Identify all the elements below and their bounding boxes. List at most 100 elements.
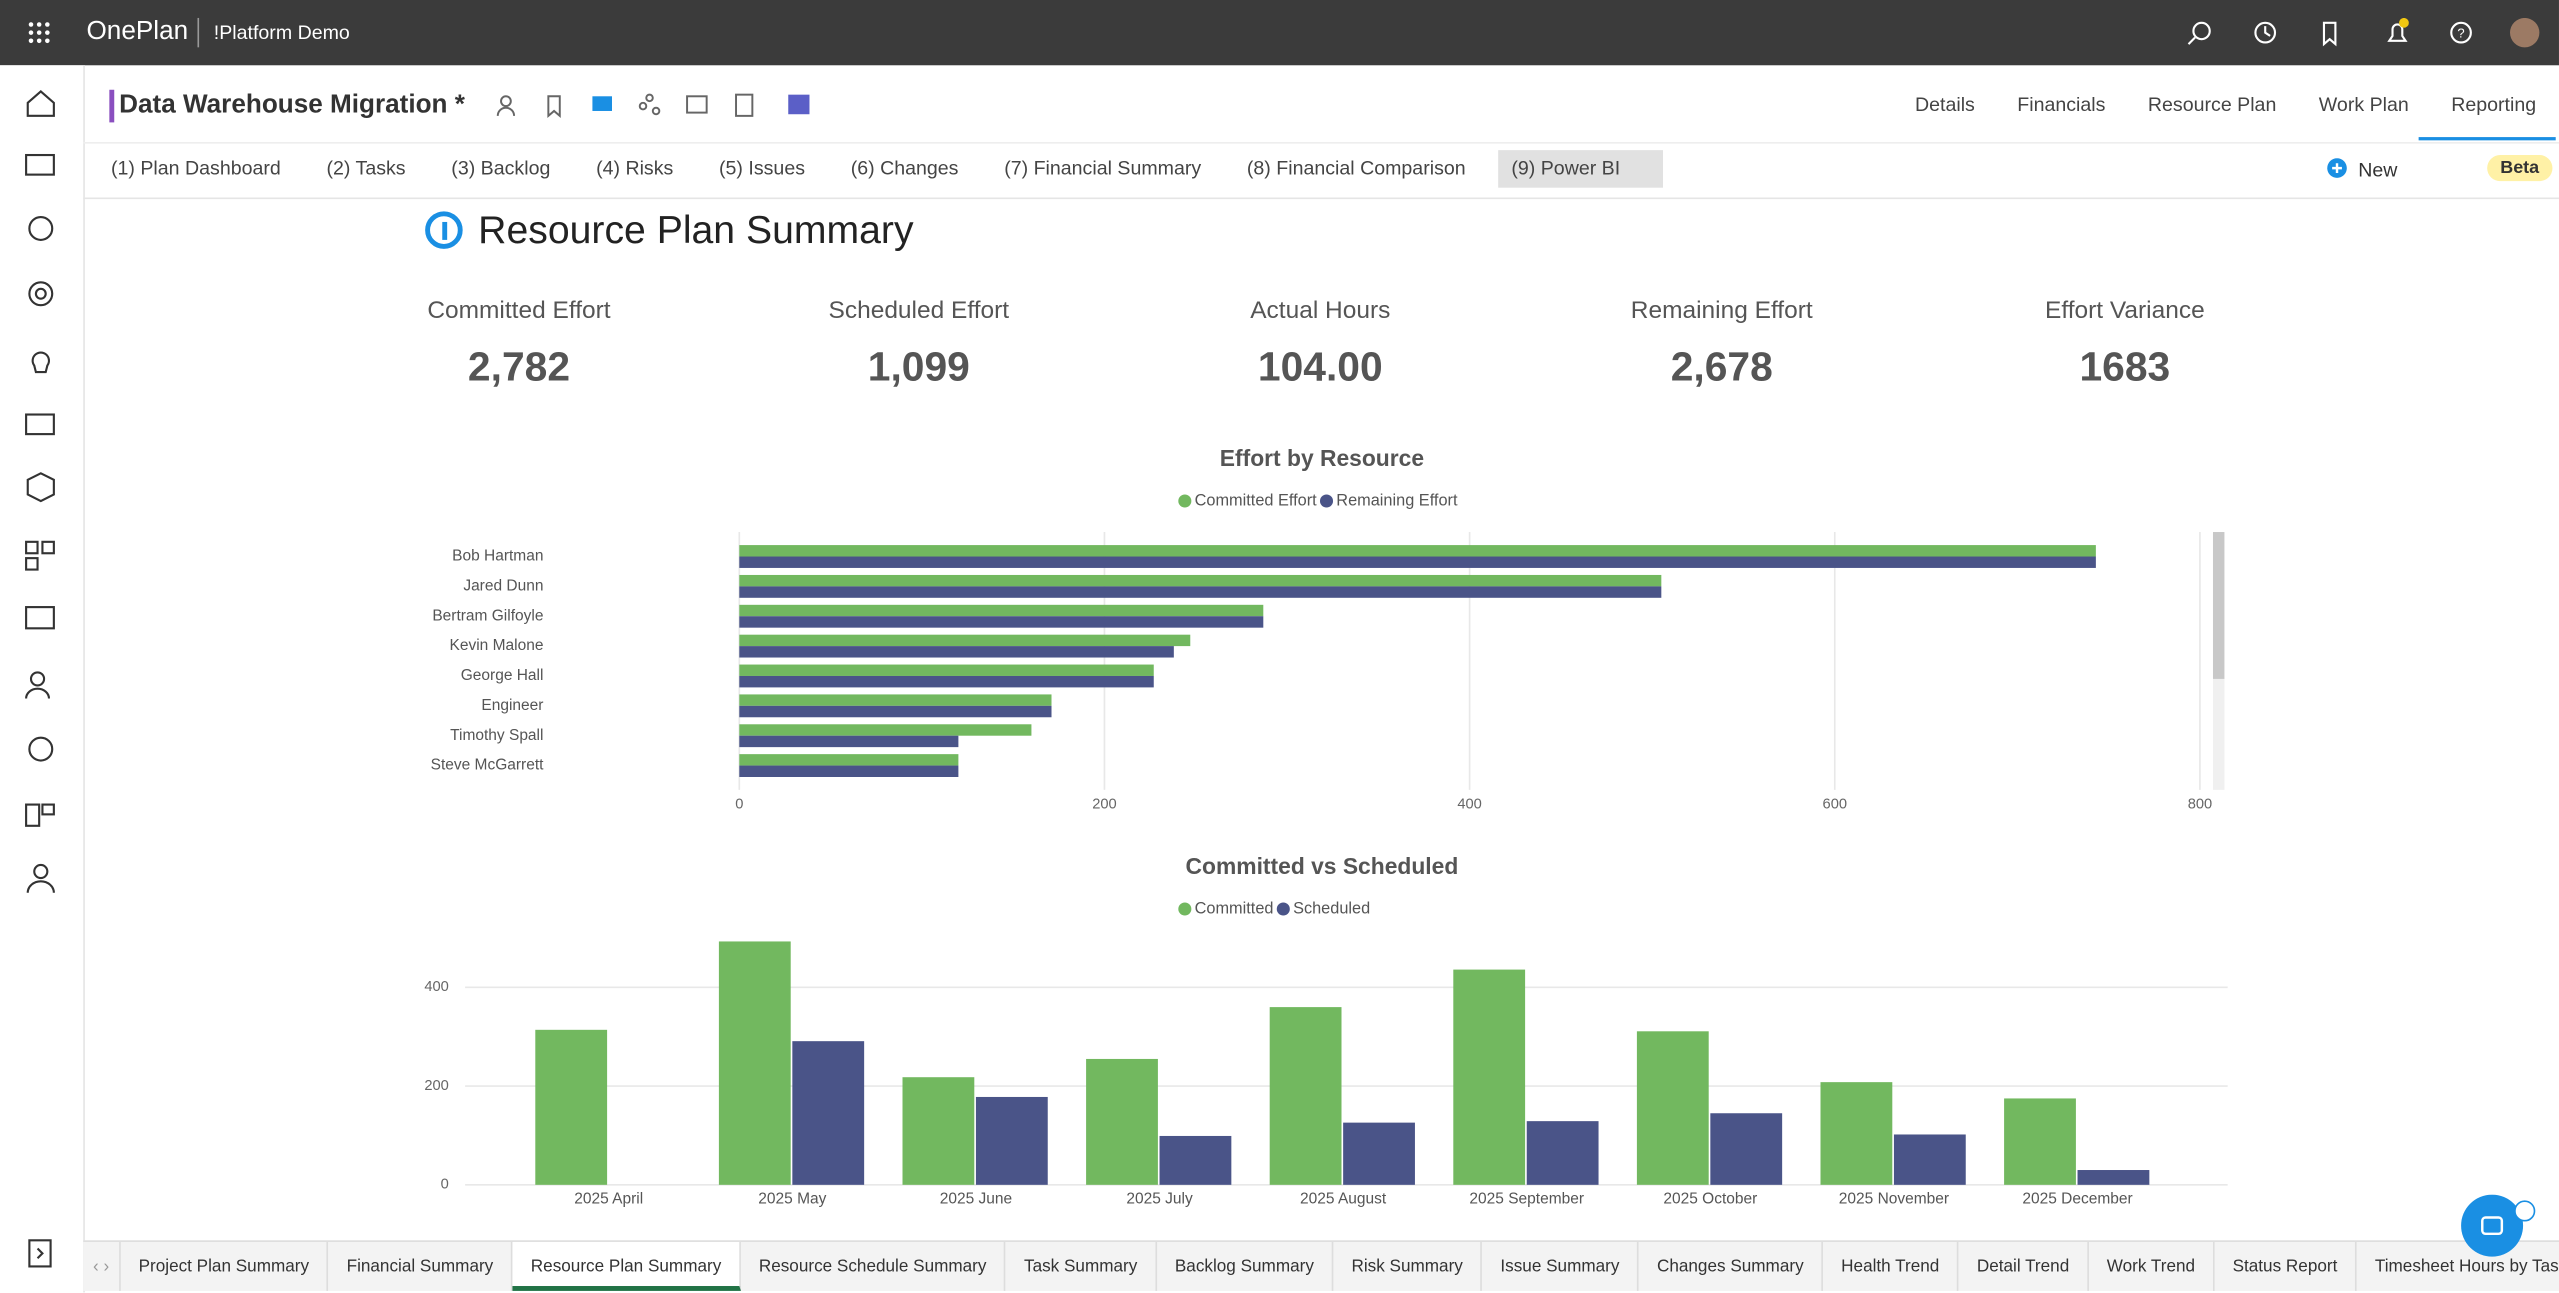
y-tick-label: Bob Hartman bbox=[452, 548, 543, 565]
bar bbox=[739, 754, 959, 766]
legend-label[interactable]: Committed bbox=[1195, 899, 1274, 917]
separator bbox=[197, 17, 200, 48]
x-tick-label: 2025 April bbox=[574, 1191, 643, 1208]
bottom-tab[interactable]: Timesheet Hours by Task bbox=[2357, 1242, 2559, 1291]
bar bbox=[739, 545, 2096, 557]
y-tick-label: George Hall bbox=[461, 667, 544, 684]
report-tab[interactable]: (5) Issues bbox=[719, 156, 806, 180]
report-logo bbox=[425, 211, 463, 249]
bottom-tab[interactable]: Risk Summary bbox=[1333, 1241, 1483, 1291]
bottom-tab[interactable]: Financial Summary bbox=[329, 1241, 513, 1291]
bar bbox=[739, 705, 1052, 718]
nav-item[interactable]: Work Plan bbox=[2318, 93, 2409, 116]
x-tick-label: 400 bbox=[1457, 796, 1481, 812]
kpi-label: Committed Effort bbox=[427, 297, 611, 325]
kpi-label: Effort Variance bbox=[2045, 297, 2205, 325]
bottom-tab[interactable]: Backlog Summary bbox=[1157, 1241, 1334, 1291]
bottom-tab[interactable]: Resource Schedule Summary bbox=[741, 1241, 1007, 1291]
report-tab[interactable]: (1) Plan Dashboard bbox=[110, 156, 281, 180]
bar bbox=[739, 634, 1191, 647]
report-tab[interactable]: (7) Financial Summary bbox=[1004, 156, 1202, 180]
y-tick-label: Steve McGarrett bbox=[431, 757, 545, 774]
bottom-tab[interactable]: Resource Plan Summary bbox=[512, 1241, 741, 1291]
x-tick-label: 2025 June bbox=[940, 1191, 1012, 1208]
beta-badge: Beta bbox=[2487, 155, 2553, 182]
bar bbox=[739, 574, 1662, 587]
workspace[interactable]: !Platform Demo bbox=[213, 21, 350, 45]
bottom-tab[interactable]: Project Plan Summary bbox=[121, 1241, 329, 1291]
bar bbox=[1453, 969, 1526, 1185]
y-tick-label: Timothy Spall bbox=[450, 727, 543, 744]
bottom-tab[interactable]: Status Report bbox=[2215, 1241, 2357, 1291]
x-tick-label: 2025 August bbox=[1300, 1191, 1387, 1208]
new-icon bbox=[2327, 158, 2347, 178]
kpi-value: 104.00 bbox=[1257, 344, 1383, 391]
bar bbox=[975, 1096, 1048, 1185]
x-tick-label: 2025 September bbox=[1469, 1191, 1584, 1208]
bar bbox=[718, 941, 791, 1185]
bottom-tab[interactable]: Health Trend bbox=[1823, 1241, 1959, 1291]
tab-scroll[interactable]: ‹ › bbox=[83, 1241, 121, 1291]
legend-label[interactable]: Committed Effort bbox=[1195, 491, 1318, 509]
report-tab[interactable]: (8) Financial Comparison bbox=[1246, 156, 1466, 180]
y-tick-label: Engineer bbox=[481, 697, 543, 714]
chart-title: Effort by Resource bbox=[1220, 445, 1424, 471]
y-tick-label: 400 bbox=[424, 979, 448, 995]
chart: Effort by Resource Committed Effort Remain… bbox=[431, 445, 2213, 812]
legend-label[interactable]: Scheduled bbox=[1293, 899, 1370, 917]
kpi-value: 1,099 bbox=[867, 344, 970, 391]
bar bbox=[1636, 1031, 1709, 1185]
chart-title: Committed vs Scheduled bbox=[1186, 853, 1459, 879]
x-tick-label: 600 bbox=[1823, 796, 1847, 812]
legend-marker bbox=[1178, 902, 1192, 916]
bar bbox=[739, 556, 2096, 568]
x-tick-label: 2025 October bbox=[1663, 1191, 1757, 1208]
kpi-label: Scheduled Effort bbox=[828, 297, 1010, 325]
report-tab[interactable]: (3) Backlog bbox=[451, 156, 551, 180]
nav-underline bbox=[2418, 137, 2556, 141]
bottom-tab[interactable]: Changes Summary bbox=[1639, 1241, 1824, 1291]
bottom-tab[interactable]: Work Trend bbox=[2089, 1241, 2215, 1291]
bar bbox=[1820, 1082, 1893, 1185]
new-button[interactable]: New bbox=[2358, 158, 2398, 182]
bar bbox=[2004, 1098, 2076, 1185]
report-tab[interactable]: (6) Changes bbox=[850, 156, 959, 180]
nav-item[interactable]: Financials bbox=[2017, 93, 2106, 116]
top-bar: OnePlan !Platform Demo ? bbox=[0, 0, 2559, 66]
x-tick-label: 200 bbox=[1092, 796, 1116, 812]
legend-label[interactable]: Remaining Effort bbox=[1336, 491, 1458, 509]
app-launcher[interactable] bbox=[28, 21, 51, 44]
bar bbox=[739, 694, 1052, 706]
scrollbar[interactable] bbox=[2212, 532, 2225, 790]
y-tick-label: 200 bbox=[424, 1078, 448, 1094]
bar bbox=[1159, 1135, 1232, 1185]
app-name: OnePlan bbox=[86, 17, 189, 46]
assistant-button[interactable] bbox=[2461, 1194, 2539, 1260]
legend-marker bbox=[1276, 902, 1290, 916]
bar bbox=[1893, 1134, 1966, 1185]
bar bbox=[739, 724, 1032, 736]
report-tabs: (1) Plan Dashboard (2) Tasks (3) Backlog (4… bbox=[98, 150, 1676, 188]
nav-item[interactable]: Resource Plan bbox=[2147, 93, 2277, 116]
nav-item[interactable]: Details bbox=[1914, 93, 1975, 116]
accent bbox=[109, 89, 115, 123]
x-tick-label: 2025 May bbox=[758, 1191, 826, 1208]
chart: Committed vs Scheduled Committed Scheduled… bbox=[424, 853, 2228, 1208]
report-tab[interactable]: (9) Power BI bbox=[1498, 150, 1663, 188]
sidebar-icons[interactable] bbox=[0, 65, 83, 1292]
y-tick-label: Bertram Gilfoyle bbox=[432, 607, 543, 624]
bar bbox=[2077, 1170, 2150, 1185]
project-icons[interactable] bbox=[493, 91, 819, 120]
y-tick-label: Kevin Malone bbox=[450, 637, 544, 654]
report-tab[interactable]: (2) Tasks bbox=[326, 156, 406, 180]
bottom-tab[interactable]: Issue Summary bbox=[1482, 1241, 1640, 1291]
bar bbox=[1086, 1058, 1158, 1185]
bar bbox=[739, 586, 1662, 598]
report-tab[interactable]: (4) Risks bbox=[596, 156, 674, 180]
project-title: Data Warehouse Migration * bbox=[119, 91, 465, 120]
nav-item[interactable]: Reporting bbox=[2451, 93, 2537, 116]
bar bbox=[739, 765, 959, 777]
bottom-tab[interactable]: Detail Trend bbox=[1959, 1241, 2089, 1291]
bottom-tab[interactable]: Task Summary bbox=[1006, 1241, 1157, 1291]
